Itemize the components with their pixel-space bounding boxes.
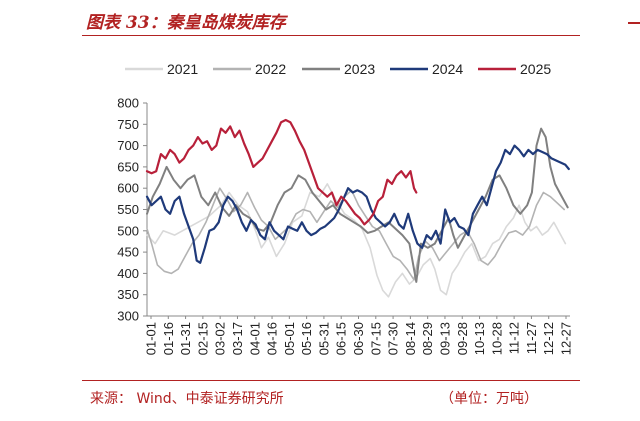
series-line-2021 xyxy=(146,183,567,298)
x-tick-label: 09-13 xyxy=(437,322,452,355)
x-tick-label: 04-01 xyxy=(247,322,262,355)
legend-label-2022: 2022 xyxy=(255,61,286,77)
y-tick-label: 650 xyxy=(117,159,139,174)
y-tick-label: 600 xyxy=(117,181,139,196)
x-tick-label: 12-27 xyxy=(559,322,574,355)
series-line-2022 xyxy=(146,187,565,281)
x-tick-label: 12-12 xyxy=(541,322,556,355)
x-tick-label: 11-12 xyxy=(507,322,522,354)
y-tick-label: 450 xyxy=(117,245,139,260)
y-tick-label: 750 xyxy=(117,117,139,132)
x-tick-label: 06-15 xyxy=(334,322,349,355)
y-tick-label: 500 xyxy=(117,223,139,238)
adjacent-figure-edge xyxy=(628,22,640,24)
unit-note: （单位：万吨） xyxy=(440,391,538,407)
x-tick-label: 05-01 xyxy=(282,322,297,355)
figure-title: 图表 33：秦皇岛煤炭库存 xyxy=(86,13,286,33)
series-line-2024 xyxy=(145,144,570,264)
x-tick-label: 05-16 xyxy=(299,322,314,355)
x-tick-label: 08-14 xyxy=(403,322,418,355)
x-tick-label: 04-16 xyxy=(265,322,280,355)
x-tick-label: 02-15 xyxy=(195,322,210,355)
x-tick-label: 05-31 xyxy=(316,322,331,355)
footer-rule xyxy=(82,380,580,381)
x-tick-label: 01-16 xyxy=(161,322,176,355)
x-tick-label: 07-30 xyxy=(386,322,401,355)
x-tick-label: 10-13 xyxy=(472,322,487,355)
y-tick-label: 550 xyxy=(117,202,139,217)
x-tick-label: 08-29 xyxy=(420,322,435,355)
y-tick-label: 400 xyxy=(117,266,139,281)
y-tick-label: 700 xyxy=(117,138,139,153)
title-rule xyxy=(82,35,580,36)
legend-label-2021: 2021 xyxy=(167,61,198,77)
x-tick-label: 01-01 xyxy=(144,322,159,355)
x-tick-label: 11-27 xyxy=(524,322,539,354)
series-line-2025 xyxy=(145,118,418,226)
y-tick-label: 350 xyxy=(117,287,139,302)
x-tick-label: 03-02 xyxy=(213,322,228,355)
x-tick-label: 01-31 xyxy=(178,322,193,355)
x-tick-label: 03-17 xyxy=(230,322,245,355)
series-line-2023 xyxy=(146,127,569,283)
x-tick-label: 07-15 xyxy=(368,322,383,355)
legend-label-2025: 2025 xyxy=(520,61,551,77)
legend-label-2023: 2023 xyxy=(344,61,375,77)
y-tick-label: 300 xyxy=(117,309,139,324)
x-tick-label: 06-30 xyxy=(351,322,366,355)
legend-label-2024: 2024 xyxy=(432,61,463,77)
x-tick-label: 10-28 xyxy=(489,322,504,355)
source-note: 来源： Wind、中泰证券研究所 xyxy=(90,391,284,407)
y-tick-label: 800 xyxy=(117,96,139,111)
x-tick-label: 09-28 xyxy=(455,322,470,355)
